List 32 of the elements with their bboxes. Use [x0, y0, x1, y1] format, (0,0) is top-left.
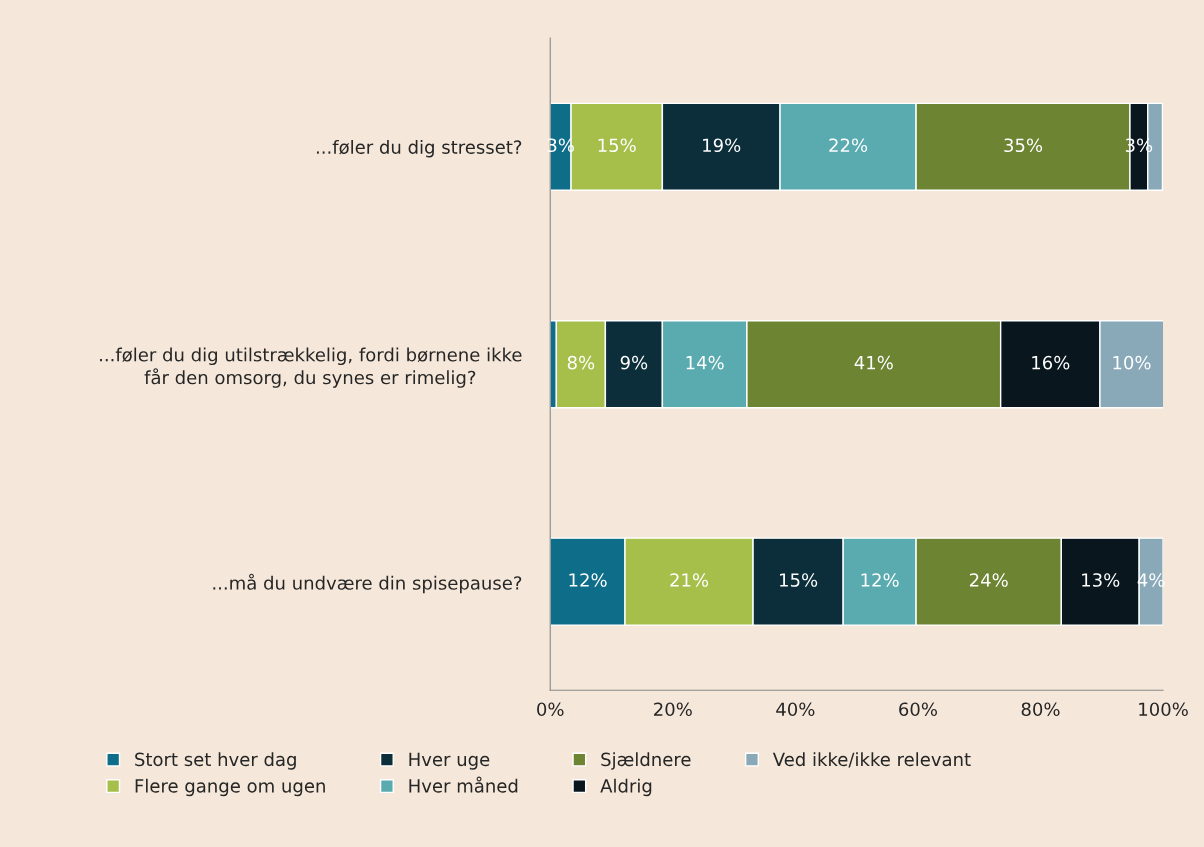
- data-label: 41%: [854, 355, 893, 370]
- data-label: 9%: [620, 355, 648, 370]
- data-label: 10%: [1113, 355, 1151, 370]
- data-label: 13%: [1082, 573, 1120, 587]
- legend-label: Sjældnere: [601, 752, 691, 770]
- data-label: 14%: [686, 355, 724, 370]
- data-label: 19%: [703, 138, 741, 153]
- x-tick-label: 0%: [537, 702, 564, 717]
- legend-label: Flere gange om ugen: [135, 778, 325, 797]
- y-tick-label: ...føler du dig utilstrækkelig, fordi børnene ikke får den omsorg, du synes er rimelig?: [100, 347, 522, 388]
- legend-label: Stort set hver dag: [135, 752, 296, 770]
- legend-label: Hver uge: [409, 752, 490, 770]
- data-label: 15%: [780, 573, 818, 587]
- x-tick-label: 40%: [776, 702, 815, 717]
- x-tick-label: 60%: [899, 702, 937, 717]
- x-tick-label: 20%: [654, 702, 692, 717]
- y-tick-label: ...må du undvære din spisepause?: [213, 573, 522, 594]
- data-label: 22%: [829, 138, 868, 153]
- legend-label: Ved ikke/ikke relevant: [772, 752, 971, 768]
- legend-label: Hver måned: [409, 776, 518, 793]
- legend-label: Aldrig: [600, 778, 652, 797]
- x-tick-label: 100%: [1139, 702, 1188, 717]
- data-label: 35%: [1004, 138, 1043, 153]
- y-tick-label: ...føler du dig stresset?: [316, 139, 522, 158]
- data-label: 12%: [861, 573, 899, 587]
- data-label: 15%: [598, 138, 636, 153]
- data-label: 8%: [567, 355, 595, 370]
- data-label: 24%: [969, 573, 1008, 587]
- data-label: 21%: [670, 573, 709, 587]
- data-label: 16%: [1032, 355, 1070, 370]
- data-label: 12%: [569, 573, 607, 587]
- x-tick-label: 80%: [1021, 702, 1060, 717]
